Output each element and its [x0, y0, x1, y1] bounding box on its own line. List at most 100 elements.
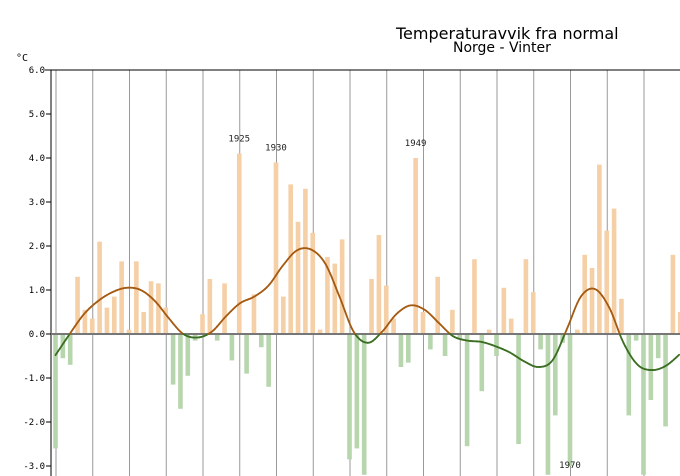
- bar: [464, 334, 470, 447]
- bar: [288, 184, 293, 334]
- bar: [369, 279, 374, 334]
- y-tick-label: 4.0: [29, 154, 45, 164]
- bar: [266, 334, 271, 387]
- bar: [53, 334, 58, 449]
- bar: [214, 334, 220, 341]
- bar: [457, 334, 463, 339]
- bar: [97, 241, 102, 334]
- bar: [655, 334, 661, 359]
- bar: [310, 232, 316, 334]
- y-tick-label: -3.0: [23, 462, 45, 472]
- bar: [303, 188, 308, 334]
- axes: 6.0 5.0 4.0 3.0 2.0 1.0 0.0 -1.0 -2.0 -3.0: [23, 66, 680, 476]
- bar: [501, 287, 507, 334]
- bar: [170, 334, 176, 385]
- bar: [553, 334, 558, 416]
- y-axis-unit: °C: [16, 53, 29, 64]
- bar: [141, 312, 146, 334]
- bar: [259, 334, 264, 348]
- bar: [450, 309, 455, 334]
- bar: [244, 334, 249, 374]
- bar: [200, 314, 205, 334]
- year-annotation: 1949: [405, 139, 427, 149]
- bar: [508, 318, 514, 334]
- year-annotation: 1930: [265, 143, 287, 153]
- bar: [442, 334, 448, 356]
- y-tick-label: 0.0: [29, 330, 45, 340]
- year-annotation: 1925: [228, 135, 250, 145]
- year-annotation: 1970: [559, 461, 581, 471]
- y-tick-label: 5.0: [29, 110, 45, 120]
- y-tick-label: 2.0: [29, 242, 45, 252]
- bar: [663, 334, 668, 427]
- chart-title: Temperaturavvik fra normal: [396, 24, 619, 43]
- bar-series: [53, 153, 680, 475]
- bar: [413, 158, 418, 334]
- bar: [545, 334, 551, 475]
- bar: [626, 334, 632, 416]
- bar: [604, 230, 610, 334]
- annotations: 1925 1930 1949 1970: [228, 135, 580, 471]
- bar: [347, 334, 352, 460]
- bar: [530, 292, 536, 334]
- y-tick-label: -2.0: [23, 418, 45, 428]
- bar: [383, 285, 389, 334]
- smoothed-curve-segment: [676, 353, 680, 358]
- bar: [486, 329, 492, 334]
- bar: [589, 268, 595, 334]
- bar: [273, 162, 279, 334]
- bar: [229, 334, 235, 361]
- bar: [104, 307, 110, 334]
- bar: [317, 329, 323, 334]
- bar: [648, 334, 654, 400]
- bar: [597, 164, 602, 334]
- bar: [339, 239, 345, 334]
- bar: [281, 296, 286, 334]
- bar: [207, 279, 213, 334]
- bar: [670, 254, 676, 334]
- y-tick-label: 3.0: [29, 198, 45, 208]
- bar: [251, 294, 257, 334]
- bar: [156, 283, 161, 334]
- bar: [361, 334, 367, 475]
- bar: [575, 329, 580, 334]
- bar: [406, 334, 411, 363]
- bar: [178, 334, 183, 409]
- y-tick-label: 1.0: [29, 286, 45, 296]
- bar: [332, 263, 338, 334]
- bar: [376, 235, 382, 334]
- y-tick-label: 6.0: [29, 66, 45, 76]
- chart-subtitle: Norge - Vinter: [453, 40, 551, 56]
- bar: [75, 276, 80, 334]
- smoothed-curve: [54, 247, 680, 371]
- bar: [479, 334, 485, 392]
- bar: [185, 334, 191, 376]
- bar: [60, 334, 66, 359]
- bar: [398, 334, 404, 367]
- bar: [391, 318, 396, 334]
- bar: [428, 334, 433, 350]
- bar: [633, 334, 639, 341]
- bar: [295, 221, 301, 334]
- bar: [435, 276, 440, 334]
- bar: [523, 259, 529, 334]
- bar: [582, 254, 587, 334]
- bar: [82, 309, 88, 334]
- bar: [472, 259, 477, 334]
- bar: [126, 329, 132, 334]
- bar: [641, 334, 646, 475]
- bar: [354, 334, 360, 449]
- y-tick-label: -1.0: [23, 374, 45, 384]
- bar: [677, 312, 680, 334]
- bar: [134, 261, 139, 334]
- bar: [619, 298, 624, 334]
- bar: [67, 334, 73, 365]
- bar: [112, 296, 117, 334]
- bar: [611, 208, 617, 334]
- bar: [494, 334, 499, 356]
- bar: [163, 307, 169, 334]
- bar: [222, 283, 227, 334]
- bar: [148, 281, 154, 334]
- bar: [516, 334, 521, 444]
